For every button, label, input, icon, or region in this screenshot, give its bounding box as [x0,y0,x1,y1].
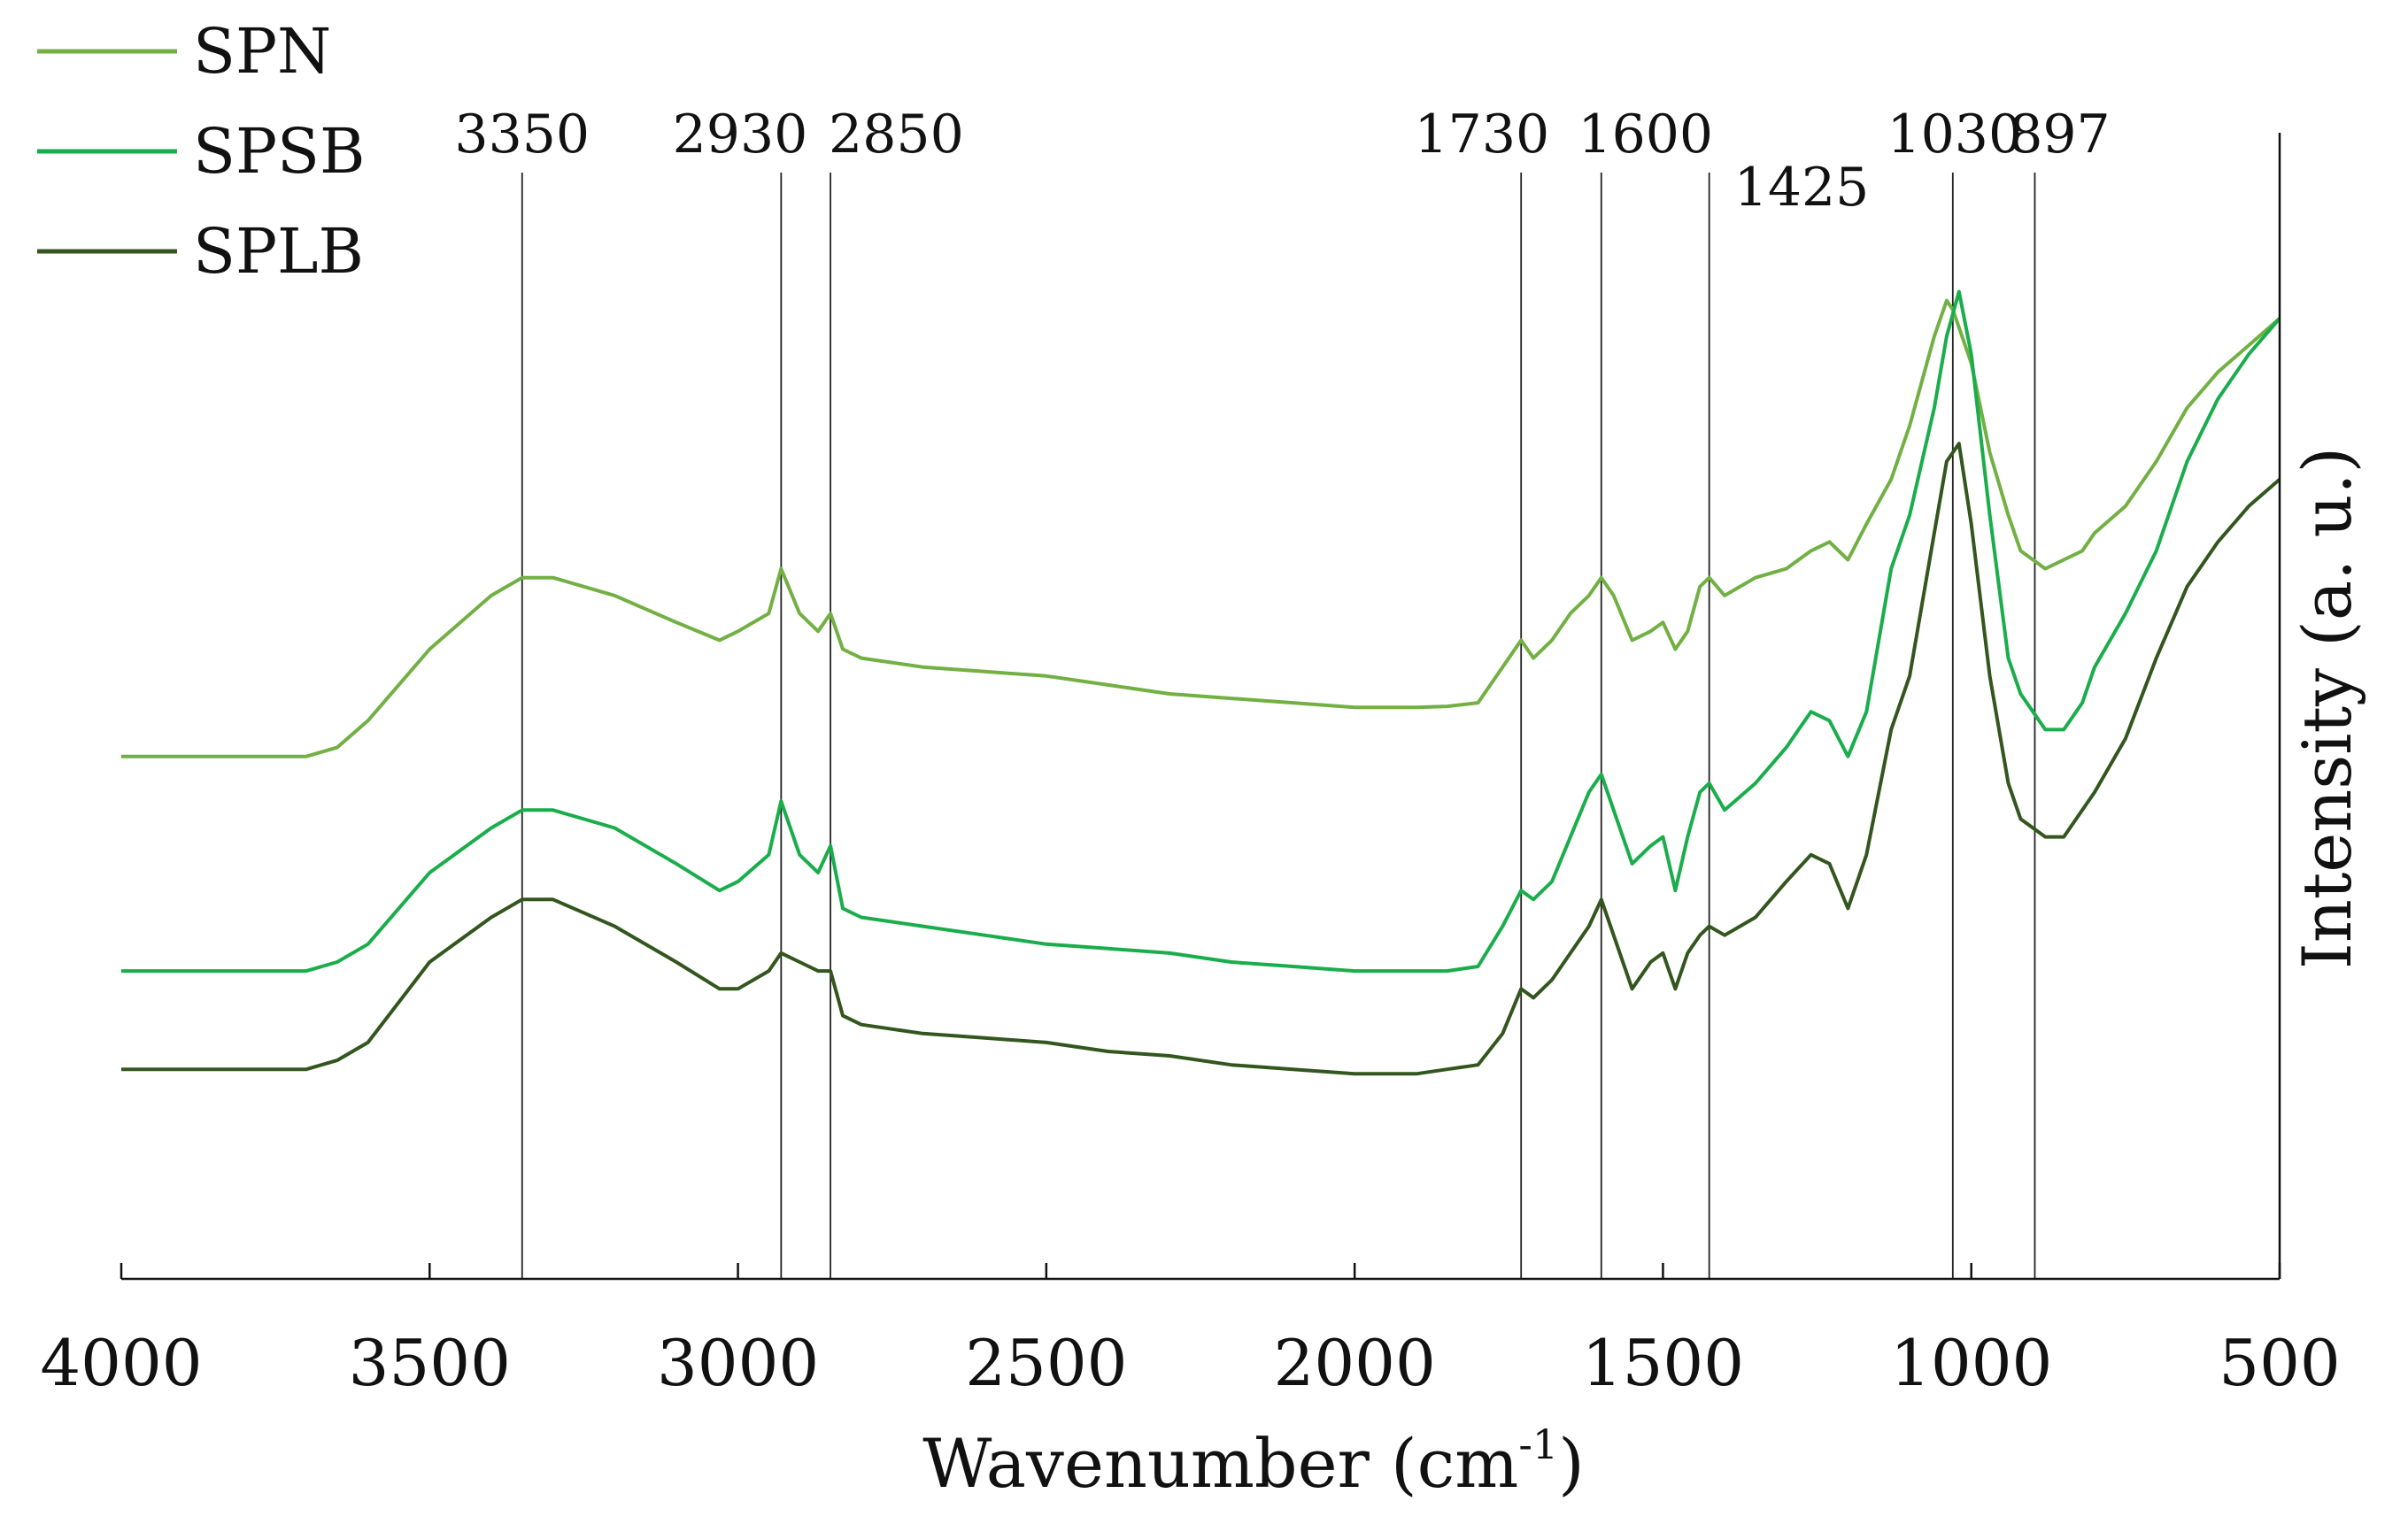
x-axis-title-superscript: -1 [1518,1420,1558,1468]
legend-label-spn: SPN [193,15,331,88]
legend: SPN SPSB SPLB [37,15,365,288]
x-axis-ticks [120,1263,2281,1279]
x-tick-label-2500: 2500 [965,1326,1127,1400]
x-tick-label-3500: 3500 [349,1326,511,1400]
peak-label-2850: 2850 [829,104,964,166]
peak-label-2930: 2930 [673,104,808,166]
peak-label-3350: 3350 [454,104,590,166]
x-axis-title-text: Wavenumber (cm [922,1424,1518,1503]
peak-label-1600: 1600 [1578,104,1713,166]
y-axis-title: Intensity (a. u.) [2288,447,2366,969]
series-line-spn [121,298,2281,758]
x-tick-label-1500: 1500 [1582,1326,1744,1400]
x-axis-title: Wavenumber (cm-1) [922,1420,1585,1503]
spectra-lines [121,289,2281,1076]
x-axis-tick-labels: 4000 3500 3000 2500 2000 1500 1000 500 [40,1326,2340,1400]
series-line-spsb [121,289,2281,974]
peak-label-897: 897 [2009,104,2111,166]
peak-label-1030: 1030 [1887,104,2022,166]
x-tick-label-4000: 4000 [40,1326,202,1400]
peak-marker-lines [521,173,2036,1279]
peak-label-1425: 1425 [1734,157,1870,219]
legend-label-spsb: SPSB [193,115,365,188]
x-tick-label-500: 500 [2219,1326,2340,1400]
x-tick-label-3000: 3000 [657,1326,819,1400]
x-axis-title-close: ) [1558,1424,1585,1503]
legend-label-splb: SPLB [193,215,364,288]
series-line-splb [121,442,2281,1076]
x-tick-label-1000: 1000 [1890,1326,2052,1400]
x-tick-label-2000: 2000 [1274,1326,1436,1400]
peak-label-1730: 1730 [1415,104,1550,166]
